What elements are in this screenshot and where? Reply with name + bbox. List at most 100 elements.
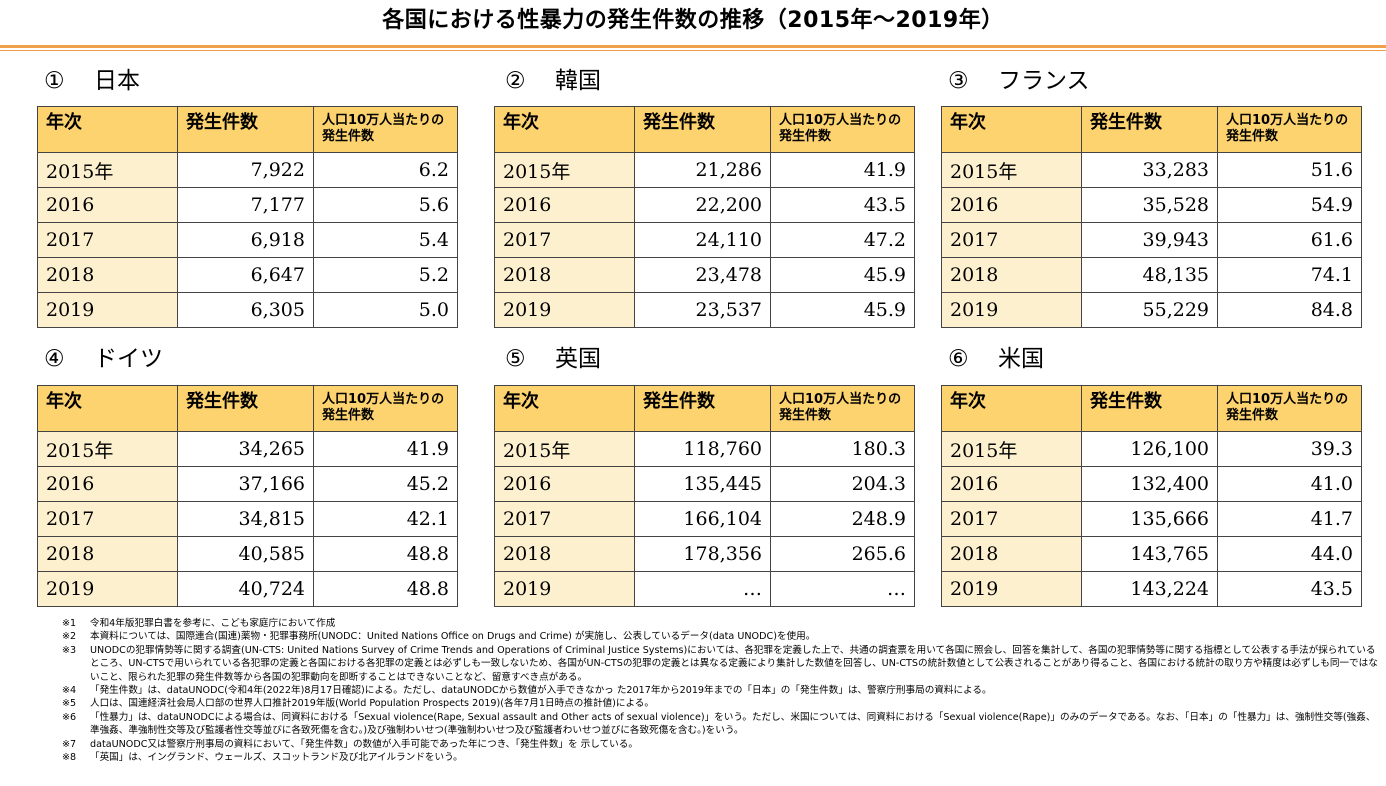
cell-rate: 41.0 [1217,466,1362,502]
country-number: ⑥ [948,346,969,372]
cell-count: 55,229 [1081,292,1218,328]
table-row: 2015年 33,283 51.6 [941,152,1362,188]
cell-count: 143,224 [1081,571,1218,607]
header-year: 年次 [494,106,635,153]
cell-year: 2017 [37,501,178,537]
country-number: ① [44,68,65,94]
cell-year: 2018 [494,257,635,293]
country-title-uk: ⑤ 英国 [505,344,601,374]
header-rate: 人口10万人当たりの発生件数 [770,385,915,432]
cell-rate: 6.2 [313,152,458,188]
table-row: 2019 6,305 5.0 [37,292,458,328]
table-row: 2016 135,445 204.3 [494,466,915,502]
table-row: 2019 143,224 43.5 [941,571,1362,607]
cell-rate: 84.8 [1217,292,1362,328]
country-title-japan: ① 日本 [44,66,140,96]
table-row: 2016 37,166 45.2 [37,466,458,502]
footnote: ※4 「発生件数」は、dataUNODC(令和4年(2022年)8月17日確認)に… [62,684,1382,697]
cell-rate: 48.8 [313,536,458,572]
cell-count: 34,265 [177,431,314,467]
country-title-korea: ② 韓国 [505,66,601,96]
table-header-row: 年次 発生件数 人口10万人当たりの発生件数 [37,106,458,153]
footnote-mark: ※8 [62,752,77,764]
cell-rate: 41.7 [1217,501,1362,537]
cell-year: 2017 [941,222,1082,258]
cell-count: 35,528 [1081,187,1218,223]
cell-rate: 42.1 [313,501,458,537]
country-number: ④ [44,346,65,372]
table-row: 2018 48,135 74.1 [941,257,1362,293]
table-germany: 年次 発生件数 人口10万人当たりの発生件数 2015年 34,265 41.9 2016 3… [37,385,458,607]
cell-rate: 48.8 [313,571,458,607]
table-row: 2018 143,765 44.0 [941,536,1362,572]
cell-rate: 54.9 [1217,187,1362,223]
cell-rate: 44.0 [1217,536,1362,572]
cell-rate: 39.3 [1217,431,1362,467]
title-divider [0,45,1386,51]
table-row: 2018 6,647 5.2 [37,257,458,293]
cell-year: 2018 [494,536,635,572]
cell-rate: 45.2 [313,466,458,502]
cell-count: 135,666 [1081,501,1218,537]
cell-rate: 248.9 [770,501,915,537]
cell-year: 2018 [941,536,1082,572]
header-rate: 人口10万人当たりの発生件数 [1217,385,1362,432]
cell-year: 2018 [37,536,178,572]
table-header-row: 年次 発生件数 人口10万人当たりの発生件数 [494,385,915,432]
table-header-row: 年次 発生件数 人口10万人当たりの発生件数 [941,106,1362,153]
footnote-text: 本資料については、国際連合(国連)薬物・犯罪事務所(UNODC：United N… [90,631,816,643]
cell-rate: 180.3 [770,431,915,467]
cell-count: 48,135 [1081,257,1218,293]
cell-count: 34,815 [177,501,314,537]
table-row: 2015年 21,286 41.9 [494,152,915,188]
header-year: 年次 [941,106,1082,153]
footnote-text: UNODCの犯罪情勢等に関する調査(UN-CTS: United Nations… [90,644,1378,683]
cell-count: 24,110 [634,222,771,258]
table-row: 2015年 118,760 180.3 [494,431,915,467]
footnotes: ※1 令和4年版犯罪白書を参考に、こども家庭庁において作成 ※2 本資料については、… [62,617,1382,764]
page-title: 各国における性暴力の発生件数の推移（2015年～2019年） [382,8,1004,33]
table-row: 2016 132,400 41.0 [941,466,1362,502]
cell-rate: 61.6 [1217,222,1362,258]
footnote: ※1 令和4年版犯罪白書を参考に、こども家庭庁において作成 [62,617,1382,630]
cell-count: 7,922 [177,152,314,188]
footnote: ※2 本資料については、国際連合(国連)薬物・犯罪事務所(UNODC：United… [62,630,1382,643]
table-row: 2019 40,724 48.8 [37,571,458,607]
cell-rate: 41.9 [770,152,915,188]
table-header-row: 年次 発生件数 人口10万人当たりの発生件数 [37,385,458,432]
table-france: 年次 発生件数 人口10万人当たりの発生件数 2015年 33,283 51.6 2016 3… [941,106,1362,328]
cell-rate: 43.5 [770,187,915,223]
header-rate: 人口10万人当たりの発生件数 [313,106,458,153]
cell-year: 2019 [37,571,178,607]
footnote-mark: ※4 [62,685,77,697]
header-year: 年次 [37,106,178,153]
cell-year: 2015年 [941,431,1082,467]
cell-year: 2019 [941,292,1082,328]
table-uk: 年次 発生件数 人口10万人当たりの発生件数 2015年 118,760 180.3 201… [494,385,915,607]
table-korea: 年次 発生件数 人口10万人当たりの発生件数 2015年 21,286 41.9 2016 2… [494,106,915,328]
table-row: 2017 135,666 41.7 [941,501,1362,537]
table-row: 2019…… [494,571,915,607]
country-number: ⑤ [505,346,526,372]
table-row: 2015年 126,100 39.3 [941,431,1362,467]
table-row: 2015年 34,265 41.9 [37,431,458,467]
cell-rate: 45.9 [770,292,915,328]
cell-count: 23,478 [634,257,771,293]
table-header-row: 年次 発生件数 人口10万人当たりの発生件数 [941,385,1362,432]
cell-year: 2018 [37,257,178,293]
table-row: 2019 23,537 45.9 [494,292,915,328]
country-title-germany: ④ ドイツ [44,344,163,374]
cell-count: 6,918 [177,222,314,258]
header-rate: 人口10万人当たりの発生件数 [1217,106,1362,153]
footnote-text: 「性暴力」は、dataUNODCによる場合は、同資料における「Sexual vi… [90,711,1376,737]
header-count: 発生件数 [177,106,314,153]
cell-count: 6,305 [177,292,314,328]
cell-count: 166,104 [634,501,771,537]
footnote: ※5 人口は、国連経済社会局人口部の世界人口推計2019年版(World Popu… [62,697,1382,710]
table-row: 2017 34,815 42.1 [37,501,458,537]
cell-year: 2016 [37,466,178,502]
header-year: 年次 [941,385,1082,432]
country-number: ② [505,68,526,94]
footnote-text: 「英国」は、イングランド、ウェールズ、スコットランド及び北アイルランドをいう。 [90,752,463,764]
table-row: 2017 24,110 47.2 [494,222,915,258]
